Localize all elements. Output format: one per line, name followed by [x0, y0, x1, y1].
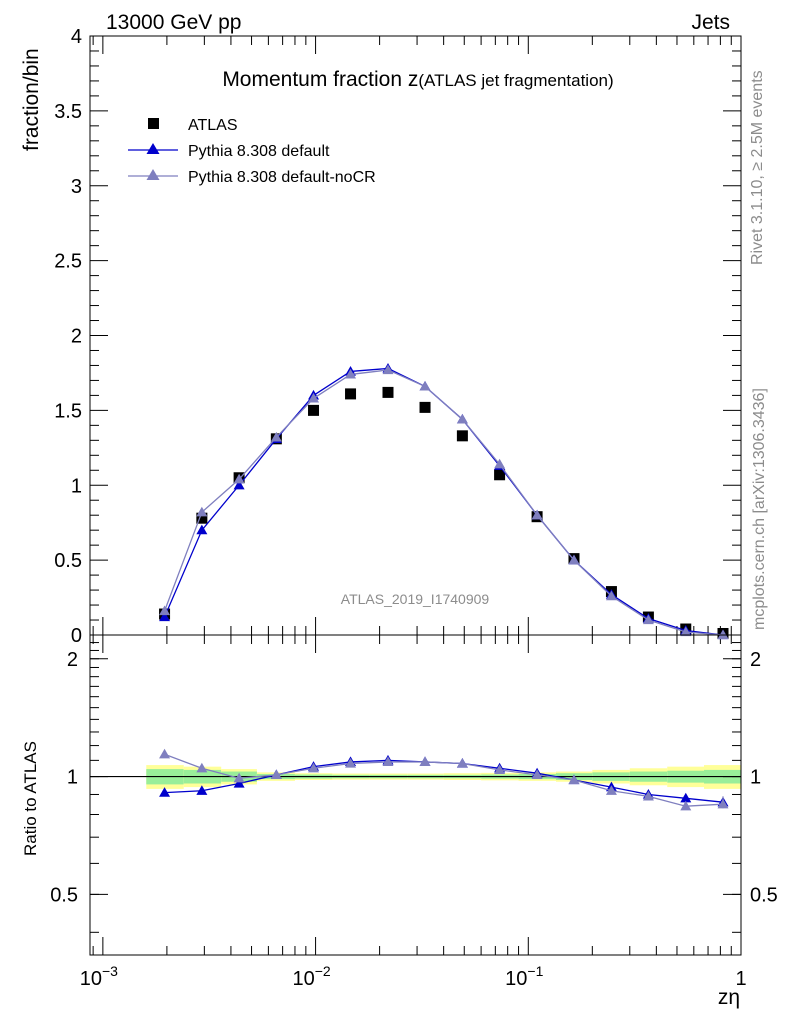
ratio-point — [494, 764, 506, 775]
y-tick-label: 2 — [71, 326, 82, 348]
ratio-point — [270, 769, 282, 779]
data-point — [233, 473, 245, 484]
data-point — [456, 430, 468, 442]
ratio-point — [196, 762, 208, 773]
ratio-tick-label: 1 — [67, 767, 78, 789]
x-tick-label-exponent: −3 — [102, 963, 118, 979]
data-point — [419, 380, 431, 391]
ratio-point — [159, 787, 171, 797]
y-tick-label: 2.5 — [54, 251, 82, 273]
y-axis-label: fraction/bin — [20, 48, 43, 151]
data-point — [308, 392, 320, 403]
x-tick-label-base: 1 — [735, 968, 746, 990]
data-point — [196, 524, 208, 535]
data-point — [531, 509, 543, 520]
y-tick-label: 0 — [71, 625, 82, 647]
x-tick-label-base: 10 — [505, 968, 527, 990]
y-tick-label: 4 — [71, 26, 82, 48]
y-tick-label: 1.5 — [54, 400, 82, 422]
ratio-uncertainty-band — [90, 765, 741, 789]
ratio-y-axis-label: Ratio to ATLAS — [21, 741, 40, 856]
analysis-id: ATLAS_2019_I1740909 — [341, 591, 490, 607]
ratio-point — [308, 762, 320, 773]
header-right: Jets — [691, 11, 730, 34]
ratio-point — [605, 785, 617, 795]
data-point — [680, 626, 692, 637]
series-line — [163, 369, 724, 636]
ratio-point — [382, 756, 394, 767]
data-point — [196, 506, 208, 517]
x-tick-label-exponent: −1 — [527, 963, 543, 979]
data-point — [494, 469, 506, 481]
x-tick-label-exponent: −2 — [315, 963, 331, 979]
chart-title: Momentum fraction z(ATLAS jet fragmentat… — [222, 68, 613, 91]
data-point — [308, 404, 320, 416]
data-marks — [159, 362, 729, 811]
x-tick-label: 10−2 — [292, 963, 330, 990]
x-tick-label: 10−1 — [505, 963, 543, 990]
ratio-point — [159, 748, 171, 759]
data-point — [419, 401, 431, 413]
data-point — [345, 388, 357, 400]
ratio-tick-label: 0.5 — [50, 884, 78, 906]
ratio-point — [345, 757, 357, 768]
data-point — [270, 431, 282, 442]
data-point — [382, 386, 394, 398]
y-tick-label: 3 — [71, 176, 82, 198]
header-left: 13000 GeV pp — [106, 11, 241, 34]
ratio-line — [164, 753, 724, 807]
legend-label-atlas: ATLAS — [188, 117, 238, 134]
ratio-point — [233, 772, 245, 783]
rivet-version: Rivet 3.1.10, ≥ 2.5M events — [749, 70, 766, 265]
legend-label-nocr: Pythia 8.308 default-noCR — [188, 169, 376, 186]
data-point — [717, 629, 729, 640]
x-tick-label-base: 10 — [292, 968, 314, 990]
legend-marker-nocr — [146, 169, 160, 180]
data-point — [605, 590, 617, 601]
data-point — [494, 458, 506, 469]
ratio-point — [680, 800, 692, 811]
legend-marker-atlas — [148, 118, 159, 129]
ratio-point — [568, 774, 580, 785]
ratio-axis-ticks: 10−3 10−2 10−1 10.5 0.51 12 2 — [50, 635, 778, 990]
data-point — [159, 611, 171, 622]
ratio-point — [196, 785, 208, 795]
ratio-point — [233, 778, 245, 788]
data-point — [382, 364, 394, 375]
chart-title-sub: (ATLAS jet fragmentation) — [418, 71, 613, 90]
data-point — [233, 479, 245, 490]
x-axis-label: zη — [718, 986, 740, 1009]
data-point — [345, 368, 357, 379]
ratio-plot-frame — [89, 634, 742, 956]
ratio-point — [419, 756, 431, 767]
ratio-tick-label-right: 0.5 — [750, 884, 778, 906]
y-tick-label: 0.5 — [54, 550, 82, 572]
legend-marker-default — [146, 143, 160, 154]
ratio-tick-label: 2 — [67, 649, 78, 671]
x-tick-label: 10−3 — [80, 963, 118, 990]
ratio-point — [531, 769, 543, 779]
legend: ATLAS Pythia 8.308 default Pythia 8.308 … — [128, 117, 376, 186]
ratio-tick-label-right: 1 — [750, 767, 761, 789]
data-point — [159, 605, 171, 616]
main-axis-ticks: 0 0.5 1 1.5 2 2.5 3 3.5 4 — [54, 26, 742, 647]
mcplots-credit: mcplots.cern.ch [arXiv:1306.3436] — [751, 388, 768, 630]
x-tick-label: 1 — [735, 968, 746, 990]
y-tick-label: 1 — [71, 475, 82, 497]
data-point — [196, 512, 208, 524]
chart-title-main: Momentum fraction z — [222, 68, 418, 91]
data-point — [456, 413, 468, 424]
legend-label-default: Pythia 8.308 default — [188, 143, 330, 160]
ratio-point — [456, 757, 468, 768]
ratio-point — [642, 790, 654, 801]
ratio-tick-label-right: 2 — [750, 649, 761, 671]
data-point — [568, 554, 580, 565]
ratio-point — [680, 792, 692, 803]
y-tick-label: 3.5 — [54, 101, 82, 123]
x-tick-label-base: 10 — [80, 968, 102, 990]
data-point — [642, 614, 654, 625]
